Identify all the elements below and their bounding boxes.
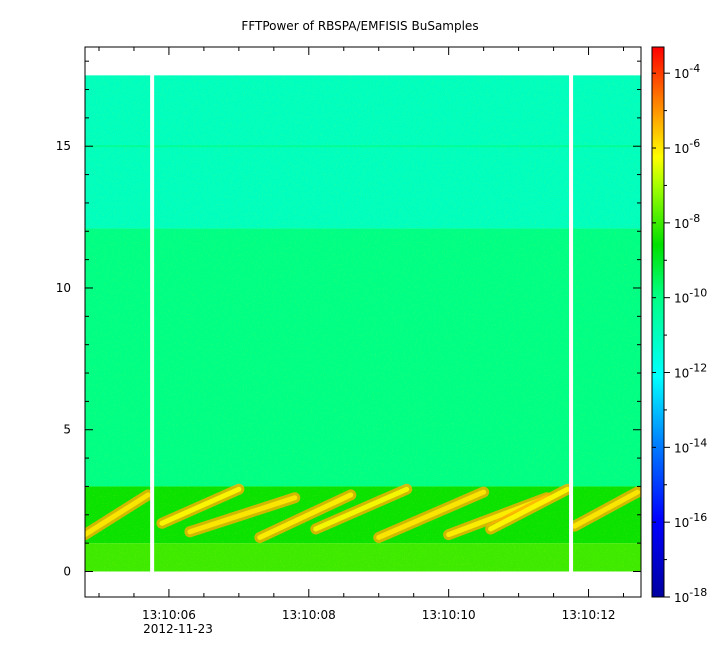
y-tick-label: 5 — [63, 423, 71, 437]
y-tick-label: 15 — [56, 139, 71, 153]
colorbar-tick-label: 10-12 — [674, 362, 707, 381]
data-gap-0 — [150, 74, 155, 573]
colorbar-tick-label: 10-18 — [674, 586, 707, 605]
y-axis: 0 5 10 15 — [56, 60, 641, 578]
colorbar — [651, 46, 665, 598]
data-gap-1 — [569, 74, 574, 573]
plot-frame — [84, 46, 642, 598]
colorbar-tick-label: 10-6 — [674, 137, 700, 156]
data-gaps — [150, 74, 574, 573]
x-tick-label: 13:10:08 — [282, 608, 336, 622]
x-tick-label: 13:10:06 — [142, 608, 196, 622]
x-tick-label: 13:10:12 — [562, 608, 616, 622]
colorbar-tick-label: 10-4 — [674, 62, 700, 81]
colorbar-tick-label: 10-10 — [674, 287, 707, 306]
colorbar-axis: 10-4 10-6 10-8 10-10 10-12 10-14 10-16 10-18 — [652, 62, 707, 605]
colorbar-tick-label: 10-14 — [674, 436, 707, 455]
x-tick-label: 13:10:10 — [422, 608, 476, 622]
colorbar-tick-label: 10-8 — [674, 212, 700, 231]
colorbar-tick-label: 10-16 — [674, 511, 707, 530]
y-tick-label: 10 — [56, 281, 71, 295]
x-axis-date-label: 2012-11-23 — [143, 622, 213, 636]
chart-title: FFTPower of RBSPA/EMFISIS BuSamples — [241, 19, 478, 33]
x-axis: 13:10:06 13:10:08 13:10:10 13:10:12 — [98, 47, 625, 622]
spectrogram-image — [85, 75, 641, 572]
noise-texture — [85, 75, 641, 572]
y-tick-label: 0 — [63, 564, 71, 578]
